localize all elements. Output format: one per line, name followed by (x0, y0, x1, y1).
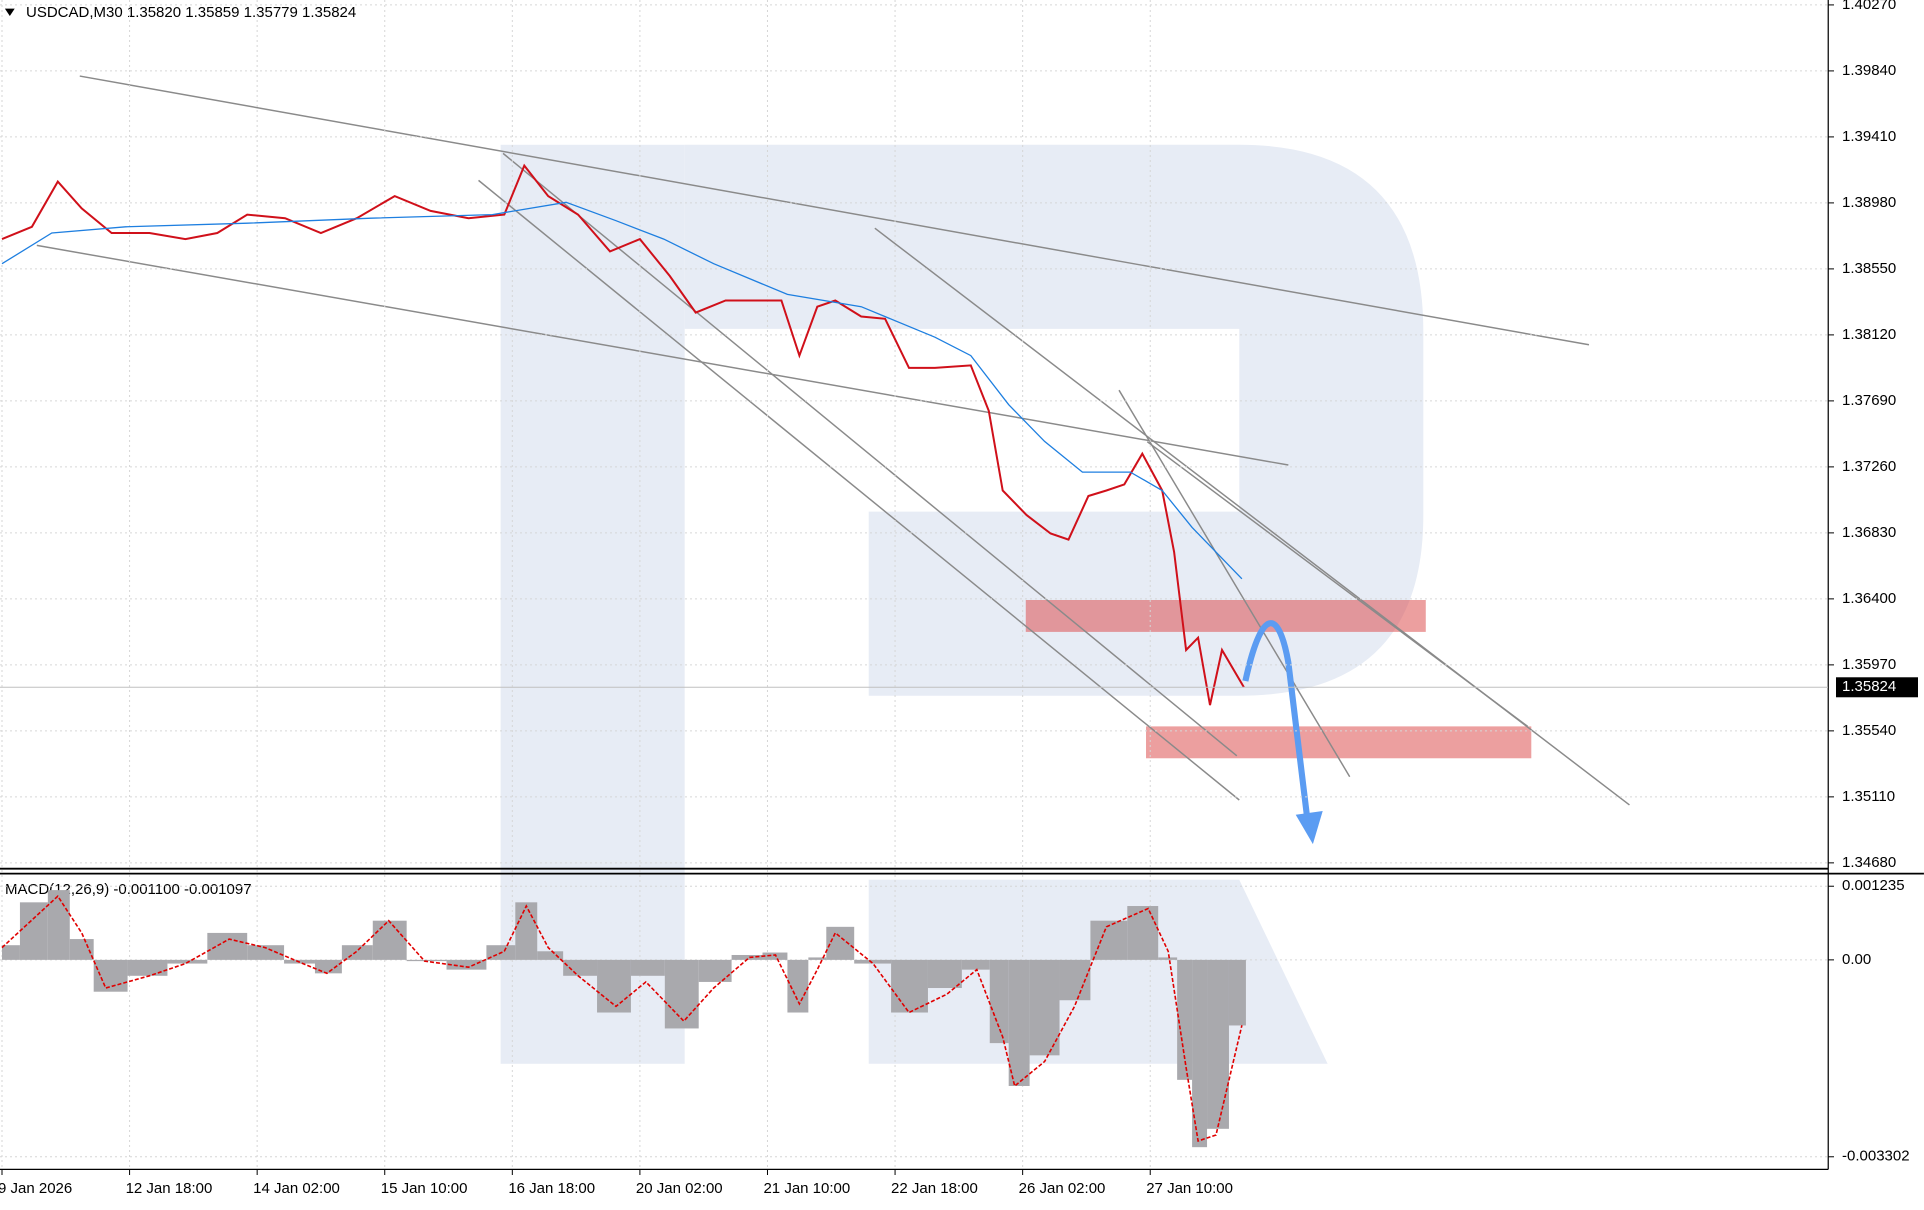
x-tick-label: 9 Jan 2026 (0, 1180, 72, 1197)
last-price-tag (1836, 677, 1918, 698)
y-tick-label: 1.37690 (1842, 392, 1896, 409)
x-tick-label: 16 Jan 18:00 (508, 1180, 595, 1197)
x-tick-label: 22 Jan 18:00 (891, 1180, 978, 1197)
histogram-bar (247, 945, 285, 960)
histogram-bar (698, 959, 732, 982)
histogram-bar (1177, 959, 1193, 1080)
histogram-bar (597, 959, 631, 1013)
signal-line (1, 894, 1243, 1143)
histogram-bar (1127, 906, 1159, 960)
forecast-arrow (1242, 620, 1312, 825)
histogram-bar (762, 952, 788, 960)
y-tick-label: 1.34680 (1842, 854, 1896, 871)
histogram-bar (93, 959, 128, 992)
histogram-bar (1192, 959, 1208, 1148)
histogram-bar (207, 932, 248, 960)
histogram-bar (47, 890, 70, 960)
x-tick-label: 14 Jan 02:00 (253, 1180, 340, 1197)
histogram-bar (446, 959, 487, 970)
histogram-bar (927, 959, 962, 989)
histogram-bar (961, 959, 990, 970)
y-tick-label: 1.39410 (1842, 128, 1896, 145)
y-tick-label: 1.40270 (1842, 0, 1896, 13)
macd-header: MACD(12,26,9) -0.001100 -0.001097 (5, 881, 252, 898)
x-tick-label: 20 Jan 02:00 (636, 1180, 723, 1197)
y-tick-label: 1.36830 (1842, 524, 1896, 541)
y-tick-label: 1.38550 (1842, 260, 1896, 277)
histogram-bar (314, 959, 342, 974)
histogram-bar (406, 959, 447, 962)
histogram-bar (731, 954, 763, 960)
y-tick-label: 1.35970 (1842, 656, 1896, 673)
y-tick-label: 1.35110 (1842, 788, 1895, 805)
y-tick-label: 1.35540 (1842, 722, 1896, 739)
histogram-bar (563, 959, 598, 976)
histogram-bar (787, 959, 809, 1013)
x-tick-label: 12 Jan 18:00 (126, 1180, 213, 1197)
histogram-bar (537, 951, 564, 960)
histogram-bar (1158, 957, 1178, 960)
symbol-header: USDCAD,M30 1.35820 1.35859 1.35779 1.358… (26, 4, 356, 21)
histogram-bar (127, 959, 168, 976)
histogram-bar (1029, 959, 1060, 1056)
histogram-bar (826, 926, 855, 960)
y-tick-label: 1.38980 (1842, 194, 1896, 211)
histogram-bar (515, 902, 538, 960)
histogram-bar (664, 959, 699, 1029)
histogram-bar (808, 957, 827, 960)
histogram-bar (891, 959, 928, 1013)
y-tick-label: -0.003302 (1842, 1148, 1910, 1165)
resistance-zone (1025, 600, 1426, 632)
histogram-bar (1207, 959, 1229, 1129)
histogram-bar (341, 945, 373, 960)
histogram-bar (69, 939, 94, 960)
histogram-bar (989, 959, 1009, 1044)
arrow-head (1295, 811, 1323, 845)
histogram-bar (854, 959, 892, 964)
y-tick-label: 1.37260 (1842, 458, 1896, 475)
last-price-label: 1.35824 (1842, 678, 1896, 695)
price-line (1, 163, 1245, 706)
y-tick-label: 0.00 (1842, 951, 1871, 968)
trend-lines (36, 75, 1630, 806)
x-tick-label: 27 Jan 10:00 (1146, 1180, 1233, 1197)
histogram-bar (1, 945, 20, 960)
histogram-bar (372, 920, 407, 960)
histogram-bar (19, 902, 48, 960)
histogram-bar (630, 959, 665, 976)
x-tick-label: 21 Jan 10:00 (763, 1180, 850, 1197)
histogram-bar (1228, 959, 1246, 1026)
decorations (0, 0, 1924, 1170)
y-tick-label: 1.38120 (1842, 326, 1896, 343)
y-tick-label: 1.39840 (1842, 62, 1896, 79)
x-tick-label: 15 Jan 10:00 (381, 1180, 468, 1197)
price-line (1, 201, 1243, 580)
x-tick-label: 26 Jan 02:00 (1019, 1180, 1106, 1197)
histogram-bar (1008, 959, 1030, 1086)
y-tick-label: 0.001235 (1842, 877, 1905, 894)
symbol-toggle (4, 8, 15, 16)
y-tick-label: 1.36400 (1842, 590, 1896, 607)
support-zone (1146, 726, 1532, 759)
